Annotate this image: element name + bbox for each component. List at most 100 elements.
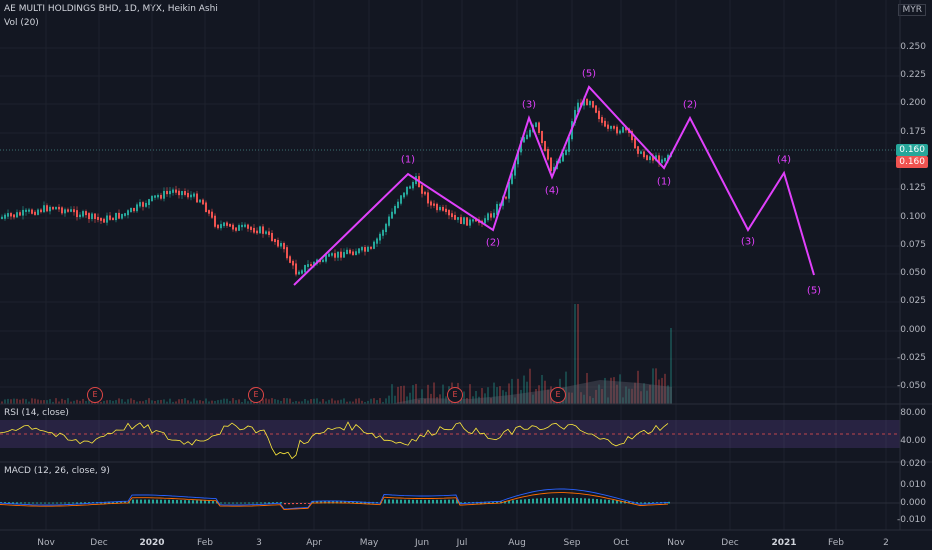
volume-bar: [619, 374, 621, 404]
candle: [469, 219, 471, 226]
volume-bar: [337, 400, 339, 404]
candle: [541, 131, 543, 144]
macd-histogram-bar: [652, 502, 654, 504]
rsi-tick: 40.00: [900, 436, 926, 446]
volume-bar: [517, 378, 519, 404]
candle: [460, 217, 462, 224]
volume-bar: [484, 393, 486, 404]
macd-histogram-bar: [548, 497, 550, 504]
volume-bar: [565, 371, 567, 404]
candle: [259, 226, 261, 234]
macd-histogram-bar: [528, 498, 530, 504]
candle: [124, 213, 126, 216]
macd-histogram-bar: [168, 499, 170, 504]
volume-bar: [304, 398, 306, 404]
candle: [358, 248, 360, 254]
volume-bar: [76, 399, 78, 404]
volume-bar: [535, 388, 537, 404]
volume-bar: [190, 401, 192, 404]
price-tick: 0.250: [900, 42, 926, 52]
candle: [160, 194, 162, 199]
volume-bar: [490, 398, 492, 404]
macd-histogram-bar: [504, 501, 506, 504]
volume-bar: [349, 401, 351, 404]
candle: [268, 231, 270, 235]
macd-histogram-bar: [340, 501, 342, 504]
candle: [466, 217, 468, 226]
volume-bar: [139, 401, 141, 404]
time-label: Nov: [667, 538, 685, 548]
time-label: Nov: [37, 538, 55, 548]
time-label: May: [359, 538, 379, 548]
candle: [385, 223, 387, 233]
wave-label: (1): [656, 176, 672, 188]
candle: [178, 190, 180, 196]
macd-histogram-bar: [204, 500, 206, 504]
volume-bar: [526, 381, 528, 404]
candle: [301, 270, 303, 274]
volume-bar: [196, 400, 198, 404]
time-label: Jul: [456, 538, 468, 548]
macd-histogram-bar: [208, 500, 210, 504]
candle: [475, 219, 477, 222]
volume-bar: [181, 399, 183, 404]
volume-bar: [205, 398, 207, 404]
macd-histogram-bar: [256, 502, 258, 504]
volume-bar: [343, 398, 345, 404]
candle: [88, 213, 90, 220]
earnings-marker[interactable]: E: [447, 387, 463, 403]
macd-histogram-bar: [552, 497, 554, 504]
macd-histogram-bar: [584, 498, 586, 504]
candle: [664, 157, 666, 162]
earnings-marker[interactable]: E: [248, 387, 264, 403]
macd-histogram-bar: [24, 502, 26, 504]
earnings-marker[interactable]: E: [550, 387, 566, 403]
candle: [43, 205, 45, 213]
candle: [133, 207, 135, 212]
volume-bar: [115, 400, 117, 404]
macd-histogram-bar: [620, 500, 622, 504]
candle: [61, 207, 63, 214]
macd-histogram-bar: [556, 497, 558, 504]
macd-histogram-bar: [648, 502, 650, 504]
candle: [448, 210, 450, 216]
candle: [295, 263, 297, 275]
candle: [346, 249, 348, 255]
candle: [169, 190, 171, 195]
currency-badge[interactable]: MYR: [898, 4, 926, 16]
candle: [382, 230, 384, 236]
candle: [247, 224, 249, 229]
candle: [313, 261, 315, 267]
candle: [163, 190, 165, 199]
signal-line: [0, 492, 669, 510]
macd-histogram-bar: [128, 501, 130, 504]
macd-histogram-bar: [60, 502, 62, 504]
volume-bar: [223, 398, 225, 404]
earnings-marker[interactable]: E: [87, 387, 103, 403]
candle: [106, 215, 108, 223]
macd-histogram-bar: [392, 499, 394, 504]
candle: [199, 199, 201, 203]
macd-histogram-bar: [668, 501, 670, 504]
candle: [136, 204, 138, 212]
volume-bar: [421, 389, 423, 404]
candle: [511, 173, 513, 184]
candle: [205, 202, 207, 213]
macd-histogram-bar: [220, 502, 222, 504]
macd-histogram-bar: [436, 499, 438, 504]
volume-bar: [283, 398, 285, 404]
candle: [436, 203, 438, 211]
volume-bar: [211, 400, 213, 404]
macd-histogram-bar: [512, 500, 514, 504]
candle: [202, 199, 204, 205]
volume-bar: [265, 398, 267, 404]
volume-bar: [466, 398, 468, 404]
candle: [118, 212, 120, 219]
candle: [52, 206, 54, 210]
volume-bar: [580, 392, 582, 404]
macd-histogram-bar: [456, 499, 458, 504]
volume-bar: [472, 396, 474, 404]
candle: [184, 191, 186, 195]
candle: [49, 206, 51, 212]
